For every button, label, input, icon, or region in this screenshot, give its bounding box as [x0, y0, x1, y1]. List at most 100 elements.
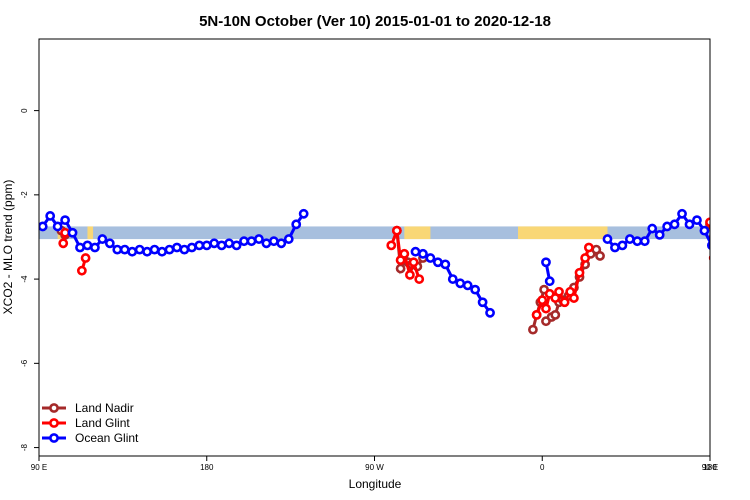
chart-title: 5N-10N October (Ver 10) 2015-01-01 to 20…	[199, 13, 551, 30]
data-point	[127, 246, 138, 257]
land-band-segment	[404, 226, 431, 240]
legend-label: Land Nadir	[75, 401, 134, 415]
data-point	[531, 309, 542, 320]
data-point	[541, 303, 551, 314]
data-point	[537, 295, 548, 306]
data-point	[157, 246, 167, 257]
surface-band	[39, 226, 710, 240]
data-point	[58, 238, 69, 249]
x-tick-label: 180	[200, 463, 214, 472]
data-point	[723, 240, 730, 247]
data-point	[462, 280, 473, 291]
legend-marker	[49, 403, 59, 413]
data-point	[617, 240, 628, 251]
data-point	[708, 254, 710, 262]
data-point	[677, 208, 687, 219]
data-point	[541, 257, 551, 268]
data-point	[90, 242, 100, 253]
data-point	[283, 234, 294, 244]
data-point	[216, 240, 227, 251]
data-point	[254, 234, 264, 244]
data-point	[201, 240, 212, 251]
data-point	[224, 238, 235, 249]
legend-marker	[49, 433, 59, 443]
land-band-segment	[87, 226, 94, 240]
data-point	[544, 276, 555, 287]
data-point	[276, 238, 287, 249]
data-point	[39, 221, 48, 232]
legend-item: Land Nadir	[42, 401, 134, 415]
y-tick-label: -2	[20, 191, 29, 199]
data-point	[410, 246, 421, 257]
data-point	[261, 238, 272, 249]
data-point	[731, 242, 738, 249]
data-point	[447, 274, 458, 284]
data-point	[624, 234, 635, 244]
data-point	[714, 231, 721, 238]
data-point	[164, 244, 175, 255]
x-tick-label: 90 E	[702, 463, 718, 472]
data-point	[639, 236, 650, 247]
data-point	[97, 234, 108, 244]
data-point	[76, 265, 87, 276]
y-tick-label: -4	[20, 275, 29, 283]
data-point	[60, 227, 70, 238]
series-line	[727, 233, 729, 244]
data-point	[669, 219, 680, 230]
data-point	[705, 217, 710, 228]
data-point	[595, 251, 605, 261]
data-point	[386, 240, 397, 251]
y-axis: 0 -2 -4 -6 -8	[20, 108, 39, 451]
data-point	[684, 219, 695, 230]
data-point	[408, 257, 419, 268]
x-tick-label: 90 E	[31, 463, 47, 472]
data-point	[425, 253, 436, 263]
x-tick-label: 90 W	[365, 463, 384, 472]
data-point	[391, 225, 402, 236]
series-line	[708, 222, 710, 237]
y-tick-label: -6	[20, 359, 29, 367]
series-land-glint	[58, 217, 732, 320]
x-axis-label: Longitude	[349, 477, 402, 491]
data-point	[440, 259, 451, 270]
data-point	[692, 215, 702, 226]
data-point	[632, 236, 643, 247]
data-point	[75, 242, 85, 253]
data-point	[725, 229, 732, 236]
data-point	[45, 211, 56, 221]
data-point	[455, 278, 466, 289]
data-point	[104, 238, 115, 249]
series-line	[729, 231, 731, 237]
data-point	[119, 244, 130, 255]
data-point	[418, 248, 428, 259]
data-point	[723, 242, 730, 249]
data-point	[477, 297, 488, 308]
legend-item: Ocean Glint	[42, 431, 139, 445]
data-point	[654, 229, 665, 240]
data-point	[172, 242, 182, 253]
data-point	[209, 238, 220, 249]
data-point	[395, 263, 406, 274]
data-point	[708, 233, 710, 241]
data-point	[231, 240, 242, 251]
data-point	[246, 236, 257, 247]
data-point	[583, 242, 594, 253]
data-point	[80, 253, 91, 263]
land-band-segment	[518, 226, 608, 240]
data-point	[470, 284, 481, 295]
data-point	[528, 324, 538, 335]
legend-marker	[49, 418, 59, 428]
data-point	[746, 240, 750, 247]
data-point	[298, 208, 309, 219]
data-point	[179, 244, 190, 255]
data-point	[485, 307, 495, 318]
series-layer	[39, 208, 750, 335]
data-point	[82, 240, 93, 251]
data-point	[239, 236, 249, 247]
data-point	[52, 221, 63, 232]
legend-item: Land Glint	[42, 416, 130, 430]
data-point	[725, 227, 732, 234]
